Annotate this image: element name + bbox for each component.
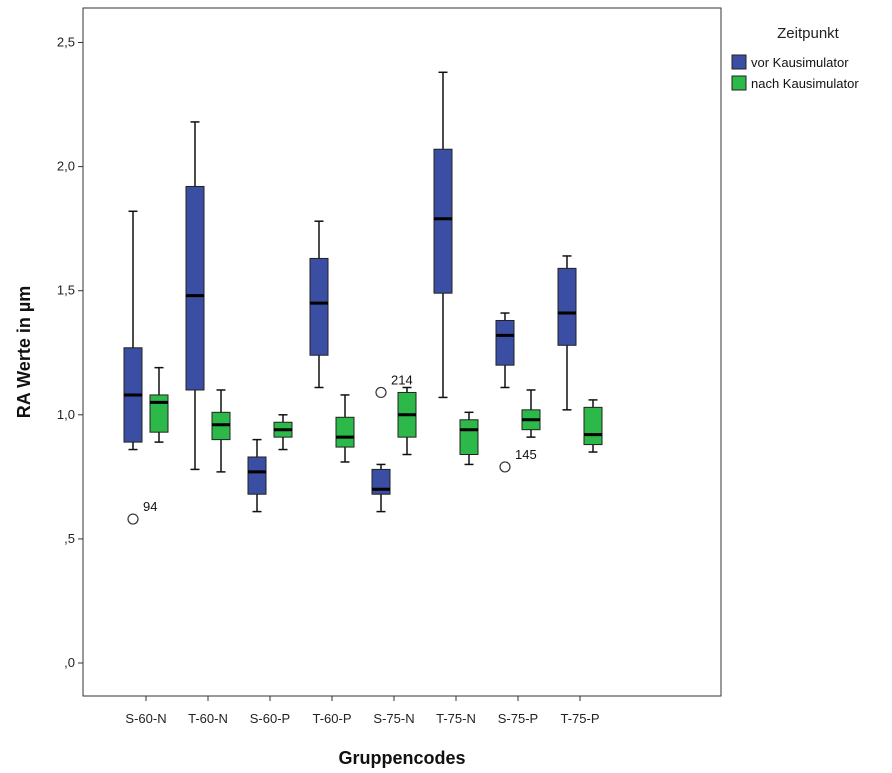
box-group (495, 312, 515, 389)
box (149, 394, 169, 433)
box-group (309, 220, 329, 389)
y-axis-title: RA Werte in µm (14, 286, 34, 418)
outlier-label: 214 (391, 372, 413, 387)
y-tick-label: 2,0 (57, 159, 75, 174)
y-tick-label: ,0 (64, 655, 75, 670)
legend-label: nach Kausimulator (751, 76, 859, 91)
box-group (149, 366, 169, 443)
box-group (557, 255, 577, 411)
y-tick-label: ,5 (64, 531, 75, 546)
box (309, 257, 329, 356)
outlier-point (127, 513, 139, 525)
x-tick-label: S-75-P (498, 711, 538, 726)
legend-label: vor Kausimulator (751, 55, 849, 70)
box-group (459, 411, 479, 466)
x-tick-label: T-60-N (188, 711, 228, 726)
outlier-point (375, 386, 387, 399)
box (495, 319, 515, 366)
box-group (185, 121, 205, 471)
y-tick-label: 1,0 (57, 407, 75, 422)
box (185, 185, 205, 391)
box (557, 267, 577, 346)
legend: Zeitpunkt vor Kausimulator nach Kausimula… (731, 25, 859, 91)
plot-area (82, 7, 722, 697)
box-group (521, 389, 541, 438)
box-group (583, 399, 603, 453)
legend-swatch (731, 54, 747, 70)
box-group (397, 386, 417, 456)
x-tick-label: S-75-N (373, 711, 414, 726)
box (433, 148, 453, 294)
outliers: 94 214 145 (127, 372, 537, 525)
box (459, 419, 479, 456)
x-tick-label: S-60-P (250, 711, 290, 726)
box-group (211, 389, 231, 473)
box (335, 416, 355, 448)
box-groups (123, 71, 603, 513)
y-tick-label: 1,5 (57, 283, 75, 298)
x-tick-label: T-75-N (436, 711, 476, 726)
legend-swatch (731, 75, 747, 91)
legend-title: Zeitpunkt (777, 25, 840, 42)
box-group (273, 414, 293, 451)
box-group (247, 438, 267, 513)
x-tick-label: T-75-P (560, 711, 599, 726)
box-group (123, 210, 143, 451)
box-group (433, 71, 453, 399)
box-group (371, 463, 391, 513)
y-axis: ,0 ,5 1,0 1,5 2,0 2,5 (57, 35, 83, 670)
x-axis-title: Gruppencodes (338, 748, 465, 768)
box-group (335, 394, 355, 463)
y-tick-label: 2,5 (57, 35, 75, 50)
outlier-label: 145 (515, 447, 537, 462)
x-tick-label: S-60-N (125, 711, 166, 726)
outlier-point (499, 461, 511, 473)
outlier-label: 94 (143, 499, 157, 514)
box (247, 456, 267, 495)
x-axis: S-60-N T-60-N S-60-P T-60-P S-75-N T-75-N S-75… (125, 696, 600, 726)
x-tick-label: T-60-P (312, 711, 351, 726)
box (583, 406, 603, 446)
